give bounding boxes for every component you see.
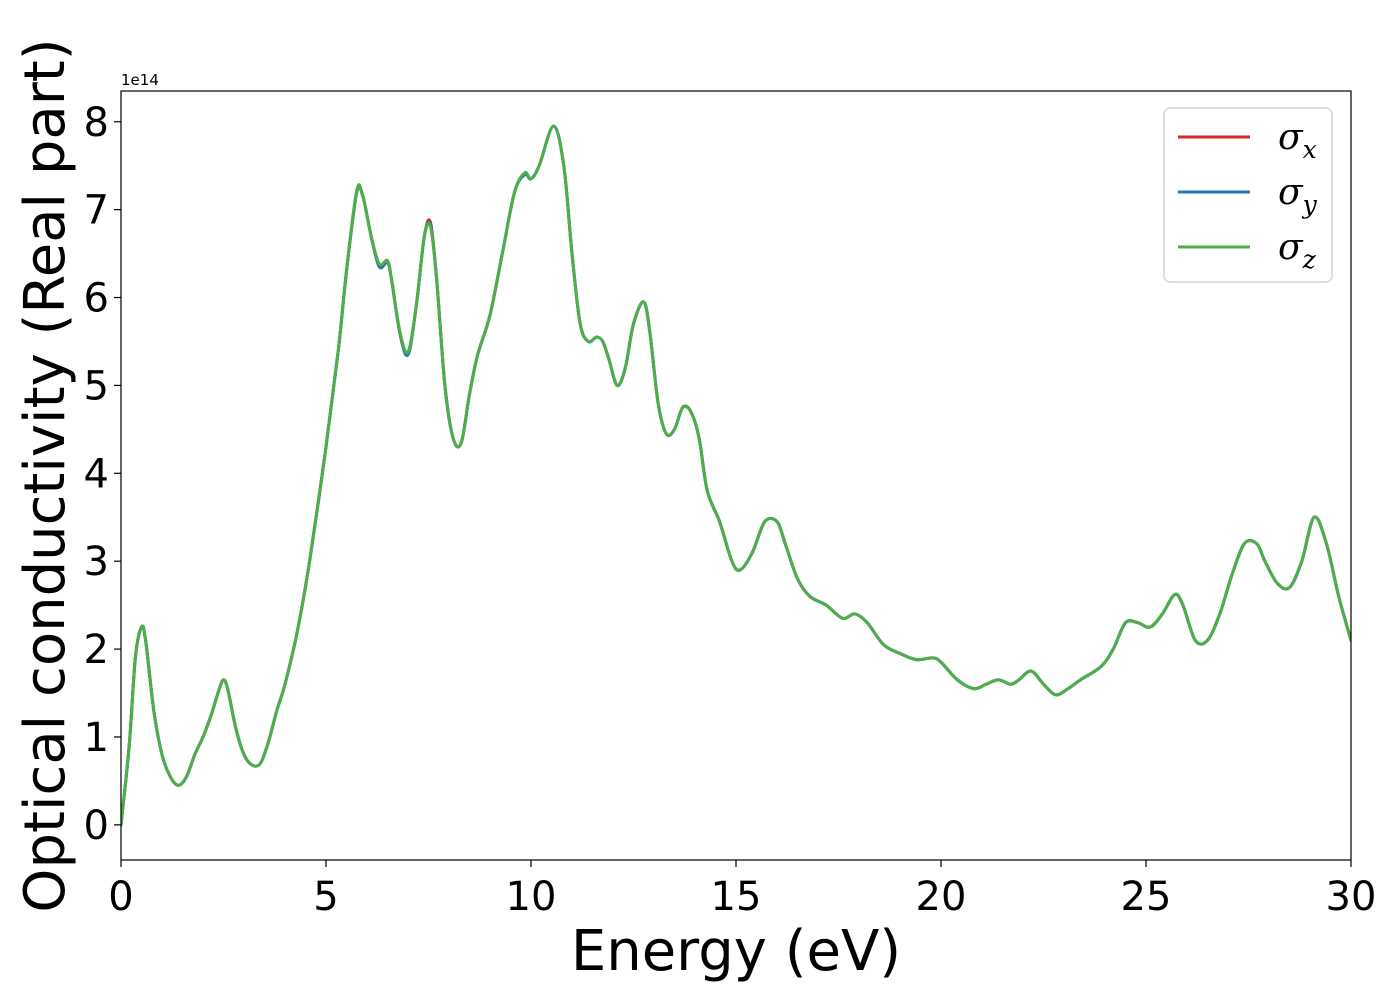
x-tick-label: 25	[1121, 874, 1172, 920]
y-tick-label: 6	[84, 276, 109, 322]
y-tick-label: 4	[84, 451, 109, 497]
y-tick-label: 3	[84, 539, 109, 585]
y-tick-label: 1	[84, 715, 109, 761]
y-tick-label: 2	[84, 627, 109, 673]
x-tick-label: 15	[711, 874, 762, 920]
x-tick-label: 20	[916, 874, 967, 920]
y-axis-ticks: 0 1 2 3 4 5 6 7 8	[84, 100, 121, 849]
legend-label: σy	[1278, 172, 1318, 219]
series-line-z	[121, 124, 1351, 827]
x-axis-ticks: 0 5 10 15 20 25 30	[108, 860, 1376, 920]
x-tick-label: 10	[506, 874, 557, 920]
x-tick-label: 0	[108, 874, 133, 920]
series-layer	[121, 124, 1351, 827]
y-offset-label: 1e14	[121, 71, 159, 89]
y-tick-label: 7	[84, 188, 109, 234]
y-axis-title: Optical conductivity (Real part)	[13, 38, 78, 912]
x-tick-label: 5	[313, 874, 338, 920]
y-tick-label: 5	[84, 363, 109, 409]
legend-box	[1163, 107, 1333, 283]
legend: σx σy σz	[1163, 107, 1333, 283]
y-tick-label: 0	[84, 803, 109, 849]
x-axis-title: Energy (eV)	[571, 919, 901, 984]
legend-label: σx	[1278, 117, 1317, 164]
y-tick-label: 8	[84, 100, 109, 146]
x-tick-label: 30	[1326, 874, 1377, 920]
legend-label: σz	[1278, 227, 1317, 274]
